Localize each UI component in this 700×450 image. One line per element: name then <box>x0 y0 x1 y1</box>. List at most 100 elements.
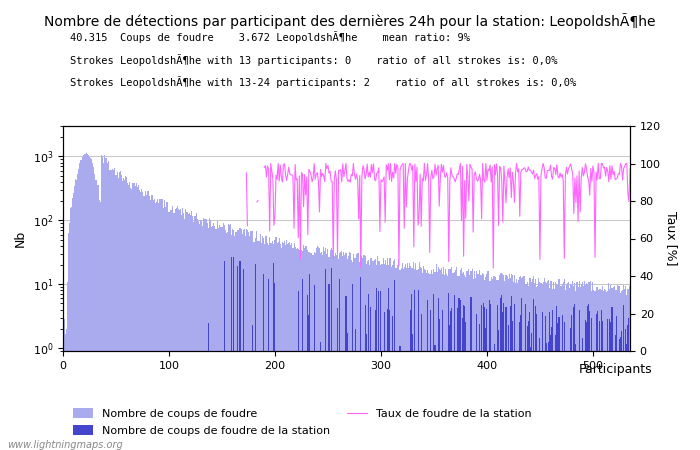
Bar <box>319 248 320 450</box>
Bar <box>352 284 353 450</box>
Bar <box>99 202 101 450</box>
Bar <box>542 312 543 450</box>
Bar <box>172 207 173 450</box>
Bar <box>609 289 610 450</box>
Bar <box>251 231 252 450</box>
Bar <box>126 176 127 450</box>
Bar <box>498 330 499 450</box>
Bar <box>326 253 328 450</box>
Bar <box>528 311 530 450</box>
Bar <box>72 198 73 450</box>
Bar <box>247 230 248 450</box>
Bar <box>402 270 404 450</box>
Bar <box>343 252 344 450</box>
Bar <box>155 202 157 450</box>
Bar <box>540 283 542 450</box>
Bar <box>345 253 346 450</box>
Bar <box>262 238 264 450</box>
Bar <box>443 267 444 450</box>
Bar <box>496 280 497 450</box>
Bar <box>466 271 468 450</box>
Bar <box>102 156 103 450</box>
Bar <box>627 289 629 450</box>
Bar <box>430 274 431 450</box>
Bar <box>268 245 269 450</box>
Bar <box>181 215 182 450</box>
Bar <box>243 269 244 450</box>
Bar <box>450 270 452 450</box>
Bar <box>230 225 231 450</box>
Bar <box>308 252 309 450</box>
Bar <box>494 344 495 450</box>
Bar <box>142 192 143 450</box>
Bar <box>475 278 476 450</box>
Bar <box>244 229 245 450</box>
Bar <box>267 243 268 450</box>
Bar <box>582 282 583 450</box>
Bar <box>585 320 586 450</box>
Bar <box>489 281 491 450</box>
Bar <box>373 261 374 450</box>
Bar <box>369 266 370 450</box>
Bar <box>379 261 380 450</box>
Bar <box>554 288 555 450</box>
Bar <box>375 259 376 450</box>
Bar <box>507 276 508 450</box>
Bar <box>524 284 526 450</box>
Bar <box>601 310 602 450</box>
Bar <box>387 258 388 450</box>
Bar <box>122 181 123 450</box>
Bar <box>233 257 235 450</box>
Bar <box>532 279 533 450</box>
Bar <box>480 275 481 450</box>
Bar <box>409 263 410 450</box>
Bar <box>335 253 336 450</box>
Bar <box>520 276 522 450</box>
Bar <box>282 242 283 450</box>
Bar <box>545 316 546 450</box>
Bar <box>533 276 534 450</box>
Bar <box>511 274 512 450</box>
Bar <box>607 291 608 450</box>
Bar <box>588 282 589 450</box>
Bar <box>555 335 556 450</box>
Bar <box>438 298 439 450</box>
Bar <box>547 281 548 450</box>
Bar <box>204 219 206 450</box>
Bar <box>586 283 587 450</box>
Bar <box>452 273 454 450</box>
Bar <box>328 257 330 450</box>
Bar <box>164 200 165 450</box>
Bar <box>139 190 140 450</box>
Bar <box>612 287 614 450</box>
Bar <box>125 176 126 450</box>
Bar <box>441 268 442 450</box>
Bar <box>568 282 569 450</box>
Bar <box>320 342 321 450</box>
Bar <box>514 275 515 450</box>
Bar <box>290 245 291 450</box>
Bar <box>528 278 530 450</box>
Bar <box>357 252 358 450</box>
Bar <box>88 155 89 450</box>
Bar <box>223 225 225 450</box>
Bar <box>412 268 413 450</box>
Bar <box>283 243 284 450</box>
Bar <box>367 261 368 450</box>
Bar <box>281 248 282 450</box>
Bar <box>575 344 577 450</box>
Bar <box>446 274 447 450</box>
Bar <box>184 219 186 450</box>
Bar <box>245 236 246 450</box>
Bar <box>583 286 584 450</box>
Text: Nombre de détections par participant des dernières 24h pour la station: Leopolds: Nombre de détections par participant des… <box>44 14 656 29</box>
Bar <box>280 243 281 450</box>
Bar <box>526 326 528 450</box>
Bar <box>70 208 71 450</box>
Bar <box>396 268 398 450</box>
Bar <box>442 274 443 450</box>
Bar <box>606 292 607 450</box>
Bar <box>411 294 412 450</box>
Bar <box>193 222 194 450</box>
Bar <box>85 154 86 450</box>
